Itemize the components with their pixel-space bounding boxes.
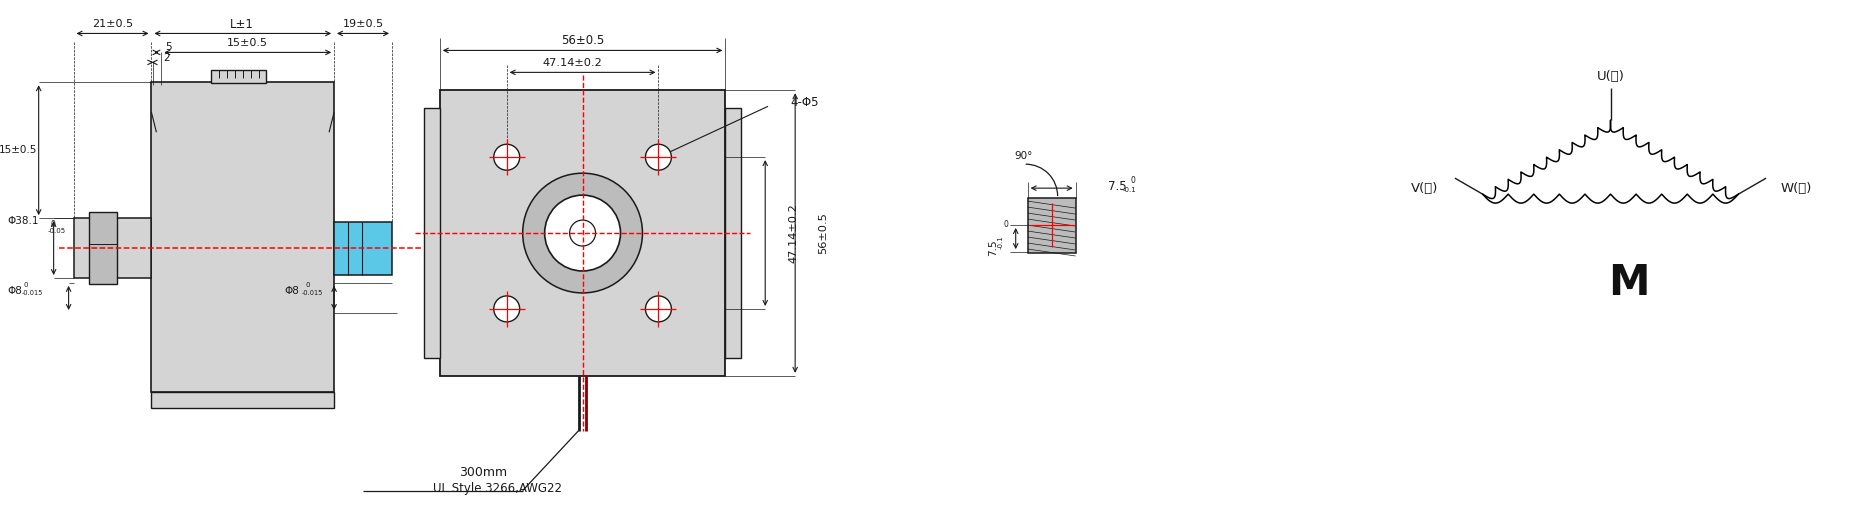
Text: W(藍): W(藍): [1781, 181, 1811, 194]
Text: Φ8: Φ8: [284, 286, 299, 296]
Circle shape: [493, 296, 519, 322]
Bar: [151, 82, 334, 392]
Text: U(紅): U(紅): [1596, 70, 1624, 83]
Circle shape: [569, 220, 596, 246]
Circle shape: [493, 144, 519, 170]
Text: 0: 0: [50, 220, 56, 229]
Text: 5: 5: [166, 43, 172, 53]
Text: 90°: 90°: [1014, 151, 1032, 161]
Text: -0.015: -0.015: [302, 290, 323, 296]
Text: 19±0.5: 19±0.5: [342, 19, 383, 30]
Circle shape: [545, 195, 620, 271]
Bar: [211, 70, 267, 83]
Text: UL Style 3266,AWG22: UL Style 3266,AWG22: [433, 482, 562, 495]
Bar: [88, 212, 116, 284]
Circle shape: [646, 296, 672, 322]
Bar: [73, 218, 151, 278]
Text: 4-Φ5: 4-Φ5: [790, 96, 818, 109]
Text: 300mm: 300mm: [459, 466, 506, 479]
Text: 0: 0: [24, 282, 28, 288]
Text: L±1: L±1: [230, 18, 254, 31]
Text: -0.1: -0.1: [997, 235, 1004, 249]
Text: 56±0.5: 56±0.5: [818, 212, 829, 254]
Text: 0: 0: [1003, 219, 1008, 229]
Text: 15±0.5: 15±0.5: [226, 38, 267, 48]
Bar: [334, 222, 392, 275]
Text: V(黃): V(黃): [1411, 181, 1439, 194]
Text: -0.05: -0.05: [49, 228, 65, 234]
Text: 21±0.5: 21±0.5: [91, 19, 133, 30]
Text: Φ8: Φ8: [7, 286, 22, 296]
Bar: [724, 108, 741, 358]
Text: M: M: [1607, 262, 1649, 304]
Text: 15±0.5: 15±0.5: [0, 145, 37, 155]
Circle shape: [523, 173, 642, 293]
Text: 0: 0: [304, 282, 310, 288]
Text: -0.1: -0.1: [1122, 187, 1137, 193]
Bar: [441, 90, 724, 376]
Bar: [424, 108, 441, 358]
Text: 47.14±0.2: 47.14±0.2: [543, 58, 603, 69]
Text: Φ38.1: Φ38.1: [7, 216, 39, 226]
Bar: [151, 392, 334, 408]
Circle shape: [646, 144, 672, 170]
Text: 56±0.5: 56±0.5: [560, 34, 605, 47]
Text: 2: 2: [164, 54, 170, 63]
Bar: [1027, 198, 1075, 253]
Text: 7.5: 7.5: [988, 240, 997, 256]
Text: 7.5: 7.5: [1109, 179, 1128, 192]
Text: 0: 0: [1130, 176, 1135, 185]
Text: -0.015: -0.015: [22, 290, 43, 296]
Text: 47.14±0.2: 47.14±0.2: [788, 203, 799, 263]
